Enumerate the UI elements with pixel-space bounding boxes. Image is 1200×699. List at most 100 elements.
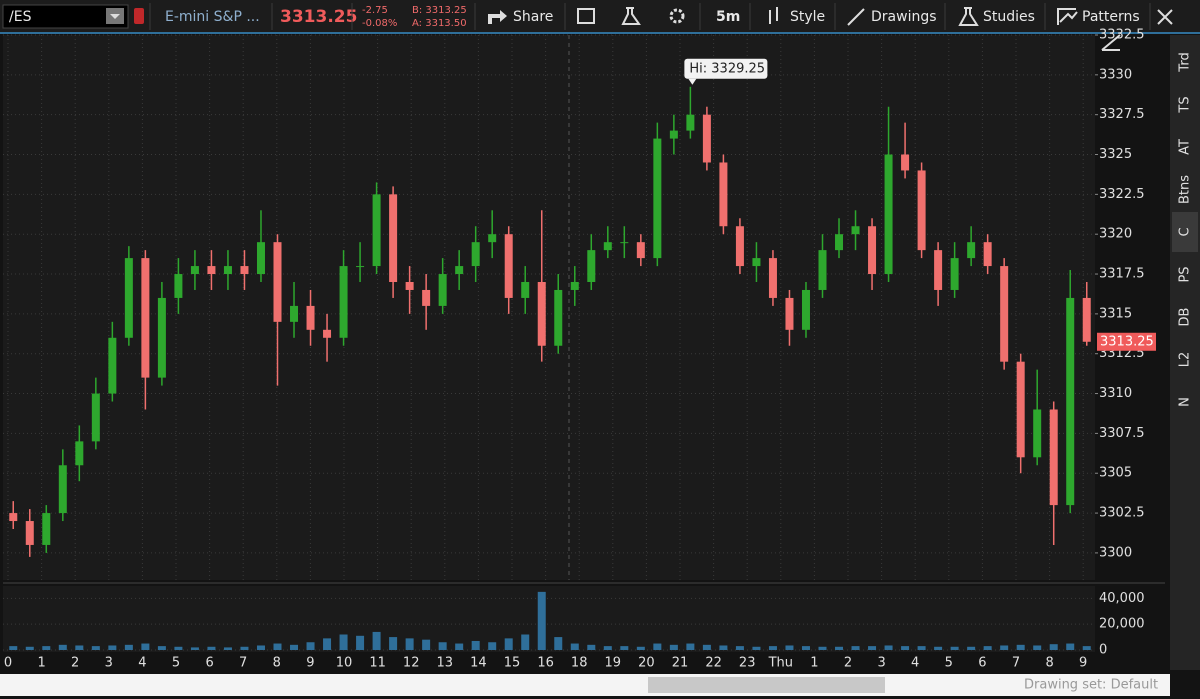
y-tick-label: 3330 [1099,67,1132,82]
side-tab[interactable] [1172,169,1198,210]
y-tick-label: 3315 [1099,306,1132,321]
candle-body [950,258,959,290]
side-tab[interactable] [1172,42,1198,82]
volume-bar [75,645,84,650]
volume-bar [669,644,678,650]
candle-body [455,266,464,275]
side-tab[interactable] [1172,254,1198,295]
volume-bar [42,646,51,650]
candle-body [702,114,711,163]
candle-body [306,305,315,330]
volume-bar [636,646,645,650]
side-tab[interactable] [1172,212,1198,252]
symbol-box[interactable] [2,4,129,29]
candle-body [1033,409,1042,458]
side-tab[interactable] [1172,339,1198,380]
volume-bar [207,646,216,650]
net-change: -2.75 [362,5,388,16]
volume-bar [983,646,992,650]
volume-bar [620,646,629,650]
candle-body [1049,409,1058,506]
side-tab-label[interactable]: Trd [1178,52,1193,72]
volume-bar [1000,645,1009,650]
y-tick-label: 3310 [1099,386,1132,401]
settings-icon[interactable] [669,8,685,24]
symbol[interactable]: /ES [9,9,32,25]
y-tick-label: 3332.5 [1099,28,1145,43]
patterns-icon[interactable] [1057,8,1078,25]
x-tick-label: 8 [1045,656,1053,671]
y-tick-label: 3302.5 [1099,506,1145,521]
candle-body [735,226,744,267]
volume-bar [851,646,860,650]
candle-body [603,242,612,251]
drawing-set[interactable]: Drawing set: Default [1024,678,1158,693]
x-tick-label: 3 [105,656,113,671]
volume-bar [471,640,480,650]
side-tab-label[interactable]: C [1178,227,1193,236]
side-tab-label[interactable]: PS [1178,266,1193,282]
volume-bar [256,645,265,650]
volume-bar [58,644,67,650]
net-change-pct: -0.08% [362,18,397,29]
side-tab[interactable] [1172,297,1198,337]
side-tab-label[interactable]: Btns [1178,175,1193,204]
volume-bar [801,646,810,650]
volume-bar [9,646,18,650]
y-tick-label: 3322.5 [1099,187,1145,202]
axis-tool-icon[interactable] [1101,34,1121,51]
side-tab-label[interactable]: AT [1178,139,1193,155]
side-tab-label[interactable]: L2 [1178,352,1193,368]
snapshot-icon[interactable] [577,8,595,24]
style-icon[interactable] [769,7,778,24]
studies-icon[interactable] [958,7,979,26]
candle-body [42,513,51,545]
volume-bar [537,591,546,650]
close-icon[interactable] [1157,9,1173,25]
share-icon[interactable] [488,10,507,24]
side-tab-label[interactable]: N [1178,397,1193,407]
candle-body [768,258,777,298]
studies-button[interactable]: Studies [983,9,1035,25]
volume-bar [290,644,299,650]
volume-bar [768,646,777,650]
side-tab-label[interactable]: TS [1178,96,1193,113]
volume-bar [1082,646,1091,650]
scroll-thumb[interactable] [648,677,885,693]
link-tag[interactable] [134,8,144,24]
volume-bar [323,638,332,650]
candle-body [554,289,563,346]
x-tick-label: 16 [537,656,554,671]
side-tab[interactable] [1172,84,1198,125]
candle-body [75,441,84,466]
drawings-button[interactable]: Drawings [871,9,937,25]
scrollbar[interactable] [0,674,1170,696]
candle-body [58,465,67,514]
candle-body [570,282,579,290]
volume-bar [240,646,249,650]
flask-icon[interactable] [621,7,641,25]
x-tick-label: 5 [945,656,953,671]
candle-body [620,242,629,244]
volume-bar [339,634,348,650]
candle-body [356,266,365,268]
side-tab[interactable] [1172,382,1198,422]
x-tick-label: 4 [138,656,146,671]
patterns-button[interactable]: Patterns [1082,9,1140,25]
candle-body [719,162,728,227]
volume-bar [719,645,728,650]
style-button[interactable]: Style [790,9,825,25]
last-price-tag [1097,332,1156,351]
description: E-mini S&P ... [165,9,260,25]
volume-bar [653,643,662,650]
timeframe[interactable]: 5m [716,9,740,25]
side-tab-label[interactable]: DB [1178,308,1193,327]
volume-bar [174,646,183,650]
candle-body [141,258,150,378]
candle-body [389,194,398,283]
candle-body [669,130,678,139]
share-button[interactable]: Share [513,9,553,25]
drawings-icon[interactable] [847,8,865,26]
volume-bar [455,643,464,650]
side-tab[interactable] [1172,127,1198,167]
